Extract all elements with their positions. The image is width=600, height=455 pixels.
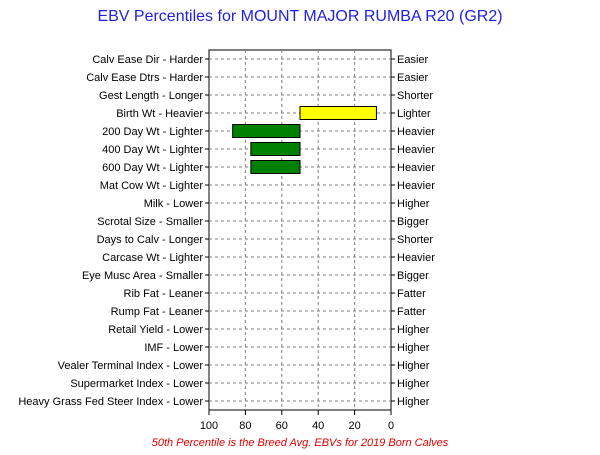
category-label-left: Eye Musc Area - Smaller — [82, 270, 203, 282]
category-label-left: 400 Day Wt - Lighter — [102, 144, 203, 156]
x-tick-label: 40 — [312, 420, 324, 432]
category-label-right: Lighter — [397, 108, 431, 120]
category-label-left: Scrotal Size - Smaller — [97, 216, 203, 228]
category-label-left: Retail Yield - Lower — [108, 324, 203, 336]
category-label-left: 600 Day Wt - Lighter — [102, 162, 203, 174]
plot-frame — [208, 49, 392, 411]
x-tick-label: 80 — [239, 420, 251, 432]
category-label-left: Milk - Lower — [144, 198, 204, 210]
chart-title: EBV Percentiles for MOUNT MAJOR RUMBA R2… — [97, 8, 502, 25]
category-label-left: Heavy Grass Fed Steer Index - Lower — [18, 396, 203, 408]
chart-footnote: 50th Percentile is the Breed Avg. EBVs f… — [152, 437, 449, 449]
plot-area: 100 80 60 40 20 0 Calv Ease Dir - Harder Easier… — [18, 49, 435, 432]
category-label-right: Fatter — [397, 288, 426, 300]
category-label-right: Higher — [397, 360, 430, 372]
category-label-right: Bigger — [397, 216, 429, 228]
category-label-right: Shorter — [397, 234, 433, 246]
category-label-left: Supermarket Index - Lower — [70, 378, 203, 390]
category-label-right: Higher — [397, 396, 430, 408]
category-label-right: Shorter — [397, 90, 433, 102]
percentile-bar — [250, 160, 301, 174]
category-label-right: Higher — [397, 342, 430, 354]
category-label-left: Mat Cow Wt - Lighter — [100, 180, 204, 192]
category-label-left: Days to Calv - Longer — [97, 234, 204, 246]
category-label-left: Gest Length - Longer — [99, 90, 203, 102]
category-label-right: Higher — [397, 198, 430, 210]
category-label-left: Rib Fat - Leaner — [124, 288, 204, 300]
category-label-right: Easier — [397, 72, 429, 84]
category-label-right: Heavier — [397, 144, 435, 156]
category-label-right: Bigger — [397, 270, 429, 282]
category-label-right: Heavier — [397, 162, 435, 174]
category-label-right: Easier — [397, 54, 429, 66]
category-label-right: Heavier — [397, 252, 435, 264]
category-label-left: Rump Fat - Leaner — [111, 306, 204, 318]
x-tick-label: 20 — [348, 420, 360, 432]
x-tick-label: 0 — [388, 420, 394, 432]
category-label-right: Heavier — [397, 126, 435, 138]
category-label-left: Vealer Terminal Index - Lower — [58, 360, 204, 372]
category-label-left: Calv Ease Dtrs - Harder — [86, 72, 203, 84]
percentile-bar — [232, 124, 301, 138]
x-tick-label: 60 — [276, 420, 288, 432]
x-tick-label: 100 — [200, 420, 218, 432]
category-label-left: 200 Day Wt - Lighter — [102, 126, 203, 138]
category-label-left: Calv Ease Dir - Harder — [92, 54, 203, 66]
category-label-right: Heavier — [397, 180, 435, 192]
category-label-left: Birth Wt - Heavier — [116, 108, 203, 120]
category-label-left: Carcase Wt - Lighter — [102, 252, 203, 264]
category-label-right: Fatter — [397, 306, 426, 318]
percentile-bar — [299, 106, 377, 120]
category-label-right: Higher — [397, 324, 430, 336]
percentile-bar — [250, 142, 301, 156]
category-label-left: IMF - Lower — [144, 342, 203, 354]
category-label-right: Higher — [397, 378, 430, 390]
